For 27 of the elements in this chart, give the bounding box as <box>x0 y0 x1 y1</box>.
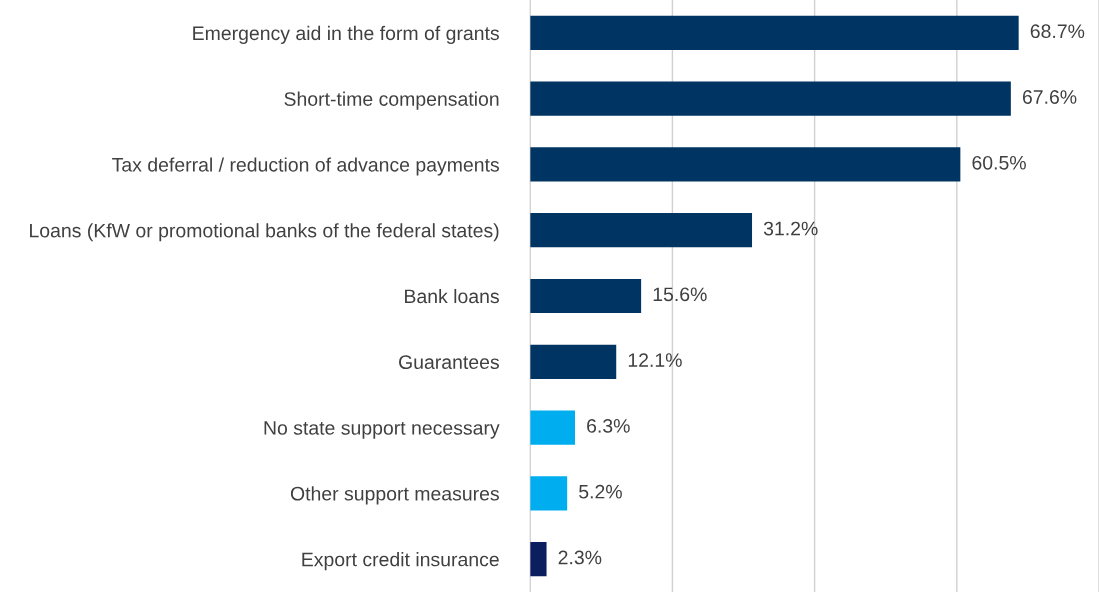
bar <box>530 542 547 577</box>
data-label: 6.3% <box>587 419 630 433</box>
data-label: 68.7% <box>1030 24 1085 39</box>
bar <box>530 410 575 445</box>
y-tick-label: Export credit insurance <box>302 552 499 571</box>
data-label: 15.6% <box>653 287 707 302</box>
bar <box>530 278 642 314</box>
y-tick-label: No state support necessary <box>264 421 500 439</box>
y-tick-label: Emergency aid in the form of grants <box>193 25 499 44</box>
data-label: 60.5% <box>972 155 1026 170</box>
y-tick-label: Other support measures <box>290 486 499 505</box>
data-label: 67.6% <box>1022 90 1077 104</box>
y-tick-label: Bank loans <box>405 288 499 304</box>
bar <box>530 147 961 182</box>
y-tick-label: Loans (KfW or promotional banks of the federal states) <box>30 223 499 242</box>
data-label: 5.2% <box>579 484 622 499</box>
y-tick-label: Short-time compensation <box>284 91 499 110</box>
bar <box>530 213 753 248</box>
y-tick-label: Guarantees <box>399 355 499 370</box>
bar <box>530 344 617 379</box>
bar <box>530 81 1011 116</box>
y-tick-label: Tax deferral / reduction of advance payments <box>112 157 499 176</box>
bar <box>530 476 568 511</box>
bar <box>530 15 1019 50</box>
data-label: 2.3% <box>558 550 602 565</box>
data-label: 31.2% <box>763 221 818 236</box>
data-label: 12.1% <box>628 353 682 367</box>
